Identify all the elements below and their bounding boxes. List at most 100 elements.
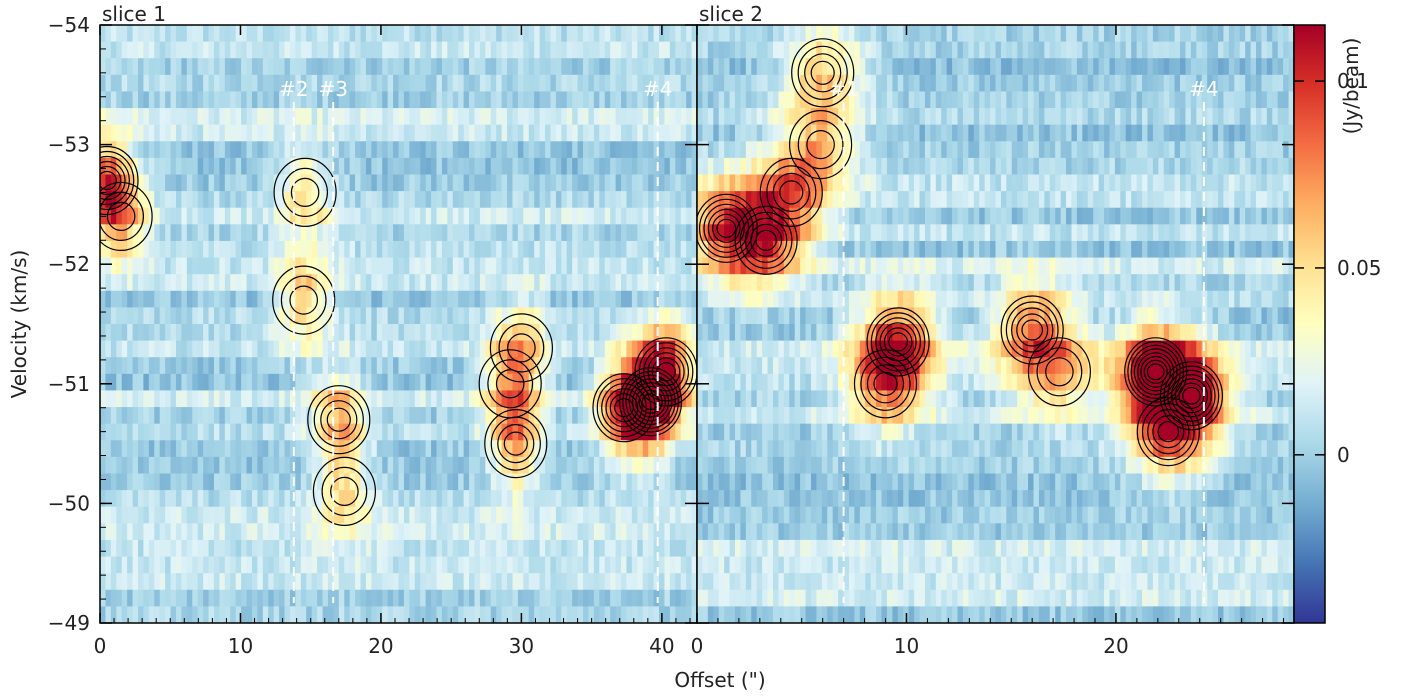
heatmap-cell — [821, 141, 828, 159]
heatmap-cell — [1147, 41, 1154, 59]
heatmap-cell — [116, 373, 123, 392]
heatmap-cell — [642, 539, 649, 558]
heatmap-cell — [105, 307, 112, 325]
heatmap-cell — [393, 357, 400, 375]
heatmap-cell — [897, 141, 904, 159]
heatmap-cell — [479, 141, 486, 159]
heatmap-cell — [675, 274, 682, 292]
heatmap-cell — [1223, 124, 1230, 142]
heatmap-cell — [170, 108, 177, 126]
heatmap-cell — [691, 25, 697, 43]
heatmap-cell — [338, 141, 345, 159]
heatmap-cell — [528, 257, 535, 275]
heatmap-cell — [588, 207, 595, 225]
heatmap-cell — [675, 58, 682, 76]
heatmap-cell — [962, 124, 969, 142]
heatmap-cell — [235, 423, 242, 441]
heatmap-cell — [1082, 91, 1089, 109]
heatmap-cell — [615, 74, 622, 93]
heatmap-cell — [680, 589, 687, 607]
heatmap-cell — [398, 407, 405, 425]
heatmap-cell — [154, 423, 161, 441]
heatmap-cell — [382, 224, 389, 242]
heatmap-cell — [664, 490, 671, 508]
heatmap-cell — [159, 324, 166, 342]
heatmap-cell — [555, 606, 562, 623]
heatmap-cell — [371, 290, 378, 308]
heatmap-cell — [523, 25, 530, 43]
heatmap-cell — [398, 207, 405, 225]
heatmap-cell — [376, 274, 383, 292]
heatmap-cell — [886, 108, 893, 126]
heatmap-cell — [317, 124, 324, 142]
heatmap-cell — [181, 124, 188, 142]
heatmap-cell — [903, 41, 910, 59]
heatmap-cell — [599, 573, 606, 591]
heatmap-cell — [295, 539, 302, 558]
heatmap-cell — [751, 91, 758, 109]
heatmap-cell — [257, 58, 264, 76]
heatmap-cell — [637, 41, 644, 59]
heatmap-cell — [300, 423, 307, 441]
heatmap-cell — [170, 240, 177, 259]
heatmap-cell — [593, 523, 600, 541]
heatmap-cell — [876, 58, 883, 76]
heatmap-cell — [1049, 74, 1056, 93]
heatmap-cell — [615, 141, 622, 159]
heatmap-cell — [1180, 124, 1187, 142]
heatmap-cell — [1169, 141, 1176, 159]
heatmap-cell — [653, 523, 660, 541]
heatmap-cell — [1136, 58, 1143, 76]
heatmap-cell — [479, 108, 486, 126]
heatmap-cell — [338, 224, 345, 242]
heatmap-cell — [631, 274, 638, 292]
heatmap-cell — [1277, 58, 1284, 76]
heatmap-cell — [409, 324, 416, 342]
heatmap-cell — [1087, 124, 1094, 142]
heatmap-cell — [175, 523, 183, 541]
heatmap-cell — [431, 141, 438, 159]
heatmap-cell — [1049, 108, 1056, 126]
heatmap-cell — [268, 556, 275, 574]
heatmap-cell — [485, 324, 492, 342]
heatmap-cell — [908, 108, 915, 126]
heatmap-cell — [306, 473, 313, 491]
heatmap-cell — [659, 108, 666, 126]
heatmap-cell — [1022, 141, 1029, 159]
heatmap-cell — [610, 124, 617, 142]
heatmap-cell — [729, 108, 736, 126]
heatmap-cell — [805, 25, 812, 43]
heatmap-cell — [148, 506, 155, 524]
heatmap-cell — [284, 340, 291, 358]
heatmap-cell — [881, 108, 888, 126]
heatmap-cell — [116, 124, 123, 142]
heatmap-cell — [132, 506, 139, 524]
heatmap-cell — [441, 207, 448, 225]
heatmap-cell — [224, 390, 231, 408]
heatmap-cell — [469, 141, 476, 159]
heatmap-cell — [186, 506, 193, 524]
heatmap-cell — [1185, 141, 1192, 159]
heatmap-cell — [230, 191, 237, 209]
heatmap-cell — [376, 390, 383, 408]
heatmap-cell — [235, 25, 242, 43]
heatmap-cell — [338, 556, 345, 574]
heatmap-cell — [159, 340, 166, 358]
heatmap-cell — [903, 108, 910, 126]
heatmap-cell — [338, 407, 345, 425]
heatmap-cell — [148, 274, 155, 292]
heatmap-cell — [512, 257, 519, 275]
heatmap-cell — [268, 91, 275, 109]
heatmap-cell — [745, 25, 752, 43]
heatmap-cell — [1076, 74, 1083, 93]
heatmap-cell — [637, 290, 644, 308]
heatmap-cell — [436, 423, 443, 441]
heatmap-cell — [203, 224, 210, 242]
heatmap-cell — [653, 357, 660, 375]
heatmap-cell — [561, 240, 568, 259]
heatmap-cell — [376, 473, 383, 491]
heatmap-cell — [539, 174, 546, 192]
heatmap-cell — [501, 490, 508, 508]
heatmap-cell — [458, 58, 465, 76]
heatmap-cell — [154, 539, 161, 558]
